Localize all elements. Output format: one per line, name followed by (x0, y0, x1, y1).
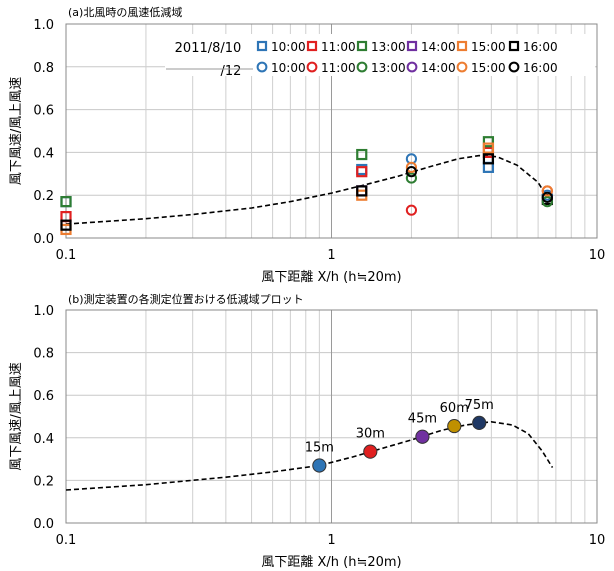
circle-point (541, 196, 553, 208)
x-tick-label: 1 (327, 248, 335, 263)
y-axis-label: 風下風速/風上風速 (9, 77, 24, 185)
legend-title: /12 (221, 64, 242, 79)
y-tick-label: 0.2 (33, 189, 54, 204)
square-point (60, 196, 72, 208)
legend-circle-marker (256, 61, 268, 73)
circle-point (405, 204, 418, 216)
legend-circle-marker (406, 61, 418, 73)
legend-square-marker (456, 40, 468, 52)
legend-entry-label: 11:00 (321, 61, 356, 75)
y-tick-label: 0.0 (33, 517, 54, 532)
square-point (356, 185, 368, 197)
position-label: 30m (356, 427, 385, 442)
legend-entry-label: 10:00 (271, 40, 306, 54)
legend-circle-marker (356, 61, 368, 73)
position-point (312, 458, 327, 473)
legend-entry-label: 16:00 (523, 61, 558, 75)
legend-entry-label: 10:00 (271, 61, 306, 75)
circle-point (405, 172, 418, 184)
legend-title: 2011/8/10 (175, 41, 242, 56)
legend-circle-marker (508, 61, 520, 73)
square-point (482, 142, 495, 154)
position-point (447, 418, 462, 434)
x-tick-label: 10 (589, 248, 606, 263)
x-axis-label: 風下距離 X/h (h≒20m) (261, 270, 401, 285)
y-tick-label: 0.0 (33, 232, 54, 247)
x-axis-label: 風下距離 X/h (h≒20m) (261, 555, 401, 570)
legend-square-marker (508, 40, 520, 52)
y-tick-label: 1.0 (33, 18, 54, 33)
y-axis-label: 風下風速/風上風速 (9, 362, 24, 470)
position-label: 75m (465, 398, 494, 413)
legend-entry-label: 13:00 (371, 40, 406, 54)
legend-square-marker (356, 40, 368, 52)
position-label: 15m (305, 440, 334, 455)
legend-entry-label: 14:00 (421, 61, 456, 75)
y-tick-label: 1.0 (33, 304, 54, 319)
plot-frame (65, 23, 598, 239)
square-point (482, 153, 495, 165)
legend-square-marker (406, 40, 418, 52)
square-point (60, 219, 72, 231)
legend-entry-label: 15:00 (471, 40, 506, 54)
x-tick-label: 0.1 (56, 248, 77, 263)
chart-title: (b)測定装置の各測定位置おける低減域プロット (68, 292, 304, 306)
legend-circle-marker (456, 61, 468, 73)
legend-circle-marker (306, 61, 318, 73)
y-tick-label: 0.6 (33, 389, 54, 404)
legend-entry-label: 15:00 (471, 61, 506, 75)
position-point (363, 444, 378, 459)
fit-curve (65, 154, 548, 225)
circle-point (405, 161, 418, 173)
y-tick-label: 0.4 (33, 432, 54, 447)
x-tick-label: 0.1 (56, 533, 77, 548)
circle-point (541, 185, 553, 197)
y-tick-label: 0.8 (33, 61, 54, 76)
legend-square-marker (306, 40, 318, 52)
legend-entry-label: 16:00 (523, 40, 558, 54)
legend-square-marker (256, 40, 268, 52)
plot-frame (65, 309, 598, 524)
y-tick-label: 0.2 (33, 474, 54, 489)
circle-point (541, 191, 553, 203)
chart-title: (a)北風時の風速低減域 (68, 5, 182, 19)
position-label: 45m (408, 412, 437, 427)
y-tick-label: 0.4 (33, 146, 54, 161)
x-tick-label: 10 (589, 533, 606, 548)
fit-curve (65, 420, 554, 491)
y-tick-label: 0.8 (33, 347, 54, 362)
position-point (472, 415, 487, 430)
square-point (356, 166, 368, 178)
legend-entry-label: 13:00 (371, 61, 406, 75)
square-point (482, 136, 495, 148)
x-tick-label: 1 (327, 533, 335, 548)
legend-entry-label: 11:00 (321, 40, 356, 54)
legend-entry-label: 14:00 (421, 40, 456, 54)
square-point (356, 148, 368, 161)
y-tick-label: 0.6 (33, 104, 54, 119)
position-point (415, 429, 430, 444)
position-label: 60m (440, 401, 469, 416)
circle-point (405, 166, 418, 178)
